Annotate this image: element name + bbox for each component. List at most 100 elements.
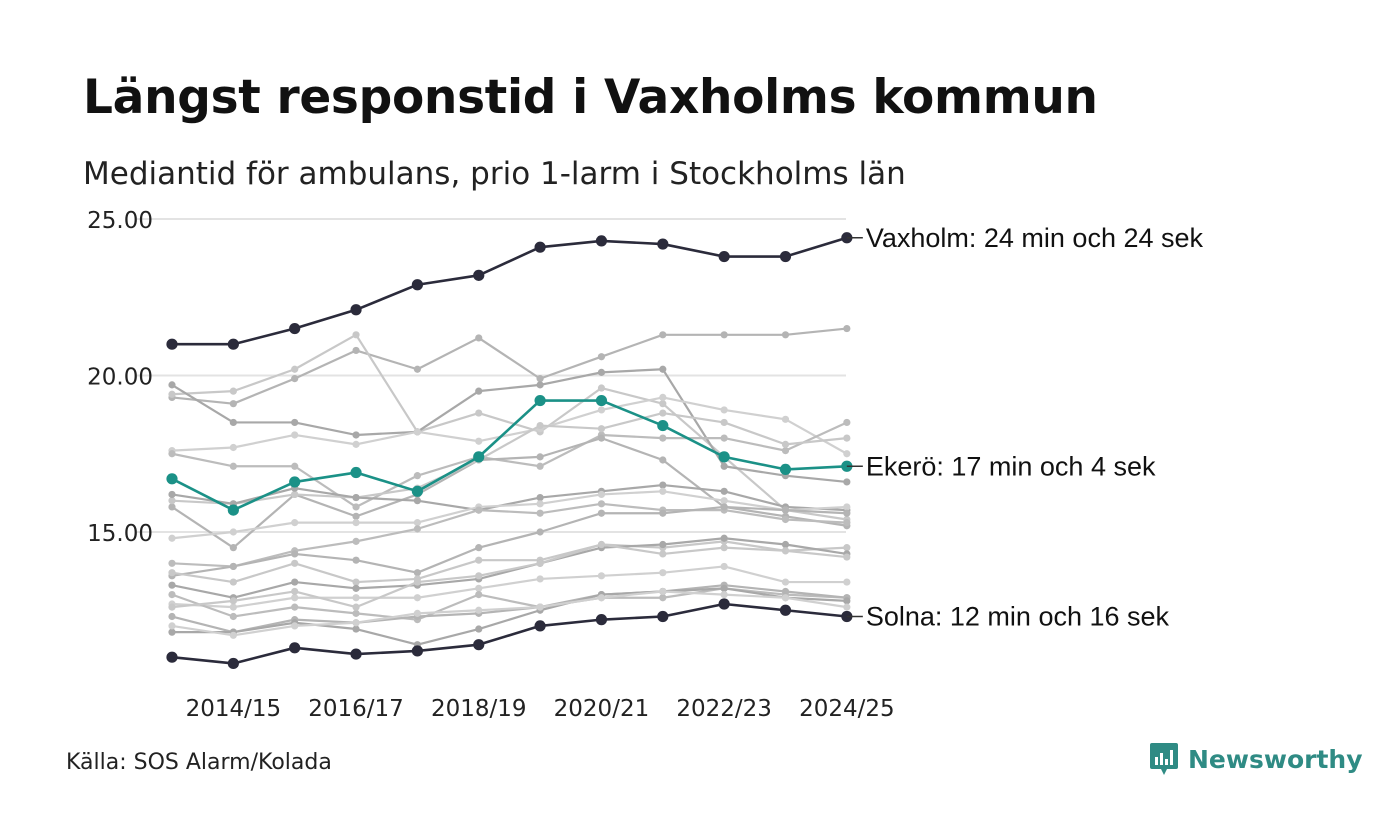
data-point: [720, 591, 728, 599]
data-point: [781, 540, 790, 549]
series-background: [168, 331, 851, 524]
data-point: [475, 409, 483, 417]
x-tick-label: 2022/23: [676, 696, 772, 722]
data-point: [352, 556, 360, 564]
data-point: [352, 440, 360, 448]
data-point: [168, 534, 176, 542]
data-point: [597, 500, 606, 508]
data-point: [227, 338, 239, 350]
data-point: [843, 578, 851, 586]
brand-logo[interactable]: Newsworthy: [1149, 742, 1363, 776]
data-point: [168, 622, 176, 630]
data-point: [291, 462, 299, 470]
data-point: [536, 575, 544, 583]
data-point: [779, 463, 792, 475]
data-point: [229, 443, 237, 452]
data-point: [291, 587, 299, 596]
x-tick-label: 2014/15: [186, 696, 282, 722]
x-tick-label: 2020/21: [554, 696, 650, 722]
data-point: [413, 519, 421, 527]
data-point: [291, 603, 299, 611]
data-point: [843, 324, 851, 333]
data-point: [166, 473, 178, 485]
data-point: [720, 487, 728, 495]
data-point: [659, 365, 667, 373]
data-point: [168, 450, 176, 458]
data-point: [291, 519, 299, 527]
data-point: [168, 503, 176, 511]
background-series: [168, 324, 851, 649]
data-point: [595, 235, 608, 247]
x-tick-label: 2016/17: [308, 696, 404, 722]
data-point: [720, 584, 728, 592]
data-point: [413, 594, 421, 602]
series-line: [171, 490, 847, 540]
data-point: [473, 269, 485, 281]
data-point: [720, 418, 728, 427]
data-point: [536, 421, 544, 430]
data-point: [843, 503, 851, 511]
series-line: [171, 505, 847, 577]
x-tick-label: 2018/19: [431, 696, 527, 722]
data-point: [229, 418, 237, 427]
data-point: [781, 594, 790, 602]
series-line: [171, 540, 847, 584]
data-point: [352, 331, 360, 339]
data-point: [475, 506, 483, 514]
data-point: [843, 519, 851, 527]
y-tick-label: 25.00: [87, 208, 153, 234]
brand-name: Newsworthy: [1188, 744, 1363, 774]
series-background: [168, 324, 851, 408]
data-point: [291, 431, 299, 439]
data-point: [413, 428, 421, 436]
data-point: [168, 381, 176, 389]
series-line: [171, 537, 848, 599]
data-point: [168, 581, 176, 589]
data-point: [659, 409, 667, 417]
data-point: [781, 515, 790, 524]
data-point: [597, 509, 606, 517]
data-point: [413, 365, 421, 373]
data-point: [843, 434, 851, 442]
data-point: [168, 490, 176, 499]
data-point: [779, 604, 792, 616]
data-point: [536, 375, 544, 383]
data-point: [352, 512, 360, 520]
data-point: [352, 578, 360, 586]
data-point: [352, 584, 360, 592]
series-end-label: Ekerö: 17 min och 4 sek: [866, 451, 1156, 481]
data-point: [291, 375, 299, 383]
data-point: [659, 594, 667, 602]
data-point: [659, 456, 667, 464]
data-point: [843, 418, 851, 427]
data-point: [352, 493, 360, 502]
data-point: [659, 400, 667, 408]
data-point: [166, 338, 178, 350]
data-point: [720, 562, 728, 571]
series-background: [168, 365, 851, 486]
data-point: [597, 594, 606, 602]
data-point: [475, 334, 483, 342]
x-axis-ticks: 2014/15 2016/17 2018/19 2020/21 2022/23 2024/…: [186, 696, 895, 722]
data-point: [718, 598, 730, 610]
data-point: [720, 544, 728, 552]
data-point: [720, 503, 728, 511]
data-point: [352, 537, 360, 545]
data-point: [597, 425, 606, 433]
series-line: [171, 565, 847, 609]
series-end-label: Vaxholm: 24 min och 24 sek: [866, 223, 1204, 253]
data-point: [659, 487, 667, 495]
data-point: [781, 415, 790, 423]
data-point: [843, 544, 851, 552]
data-point: [168, 390, 176, 398]
data-point: [597, 384, 606, 392]
data-point: [350, 466, 362, 479]
data-point: [781, 447, 790, 455]
data-point: [291, 559, 299, 567]
data-point: [227, 657, 239, 670]
data-point: [352, 346, 360, 355]
data-point: [475, 572, 483, 580]
data-point: [413, 609, 421, 617]
data-point: [352, 625, 360, 633]
